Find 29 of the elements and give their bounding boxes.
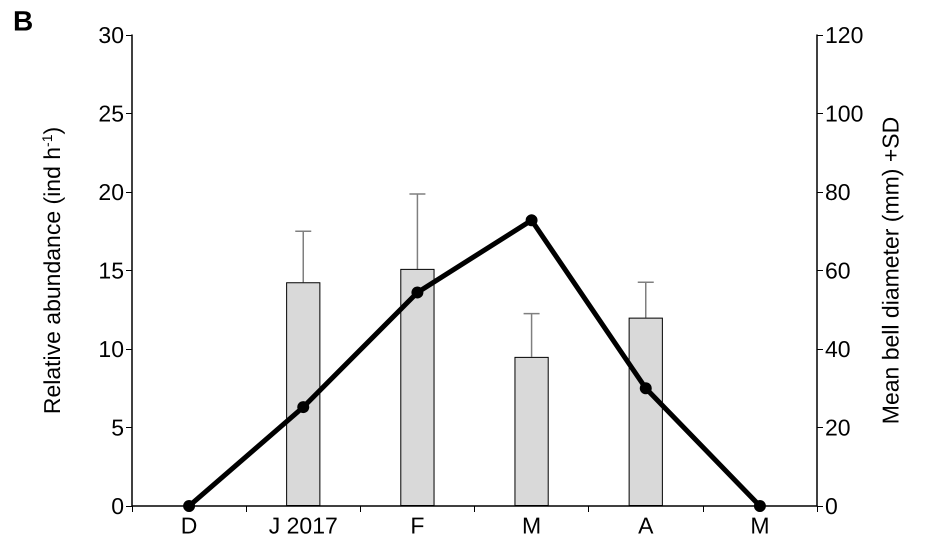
y2-tick-label: 40 [825,336,851,362]
y-tick-label: 20 [98,179,124,205]
y2-tick-label: 0 [825,493,838,519]
y-axis-title: Relative abundance (ind h-1) [39,126,65,414]
point [754,500,766,512]
x-tick-label: J 2017 [268,512,338,538]
y-tick-label: 0 [111,493,124,519]
y2-tick-label: 80 [825,179,851,205]
point [297,401,310,414]
point [183,500,196,512]
x-tick-label: D [180,512,198,538]
chart-title: B [13,6,34,36]
y-tick-label: 15 [98,258,124,284]
point [526,214,538,226]
point [640,382,652,394]
y2-axis-title: Mean bell diameter (mm) +SD [878,116,904,424]
x-tick-label: M [750,512,770,538]
x-tick-label: M [522,512,542,538]
y2-tick-label: 120 [825,22,864,48]
y2-tick-label: 60 [825,258,851,284]
x-tick-label: F [410,512,424,538]
y2-tick-label: 100 [825,100,864,126]
y-tick-label: 10 [98,336,124,362]
x-tick-label: A [638,512,654,538]
y2-tick-label: 20 [825,414,851,440]
y-tick-label: 25 [98,100,124,126]
point [411,286,424,298]
y-tick-label: 30 [98,22,124,48]
y-tick-label: 5 [111,414,124,440]
